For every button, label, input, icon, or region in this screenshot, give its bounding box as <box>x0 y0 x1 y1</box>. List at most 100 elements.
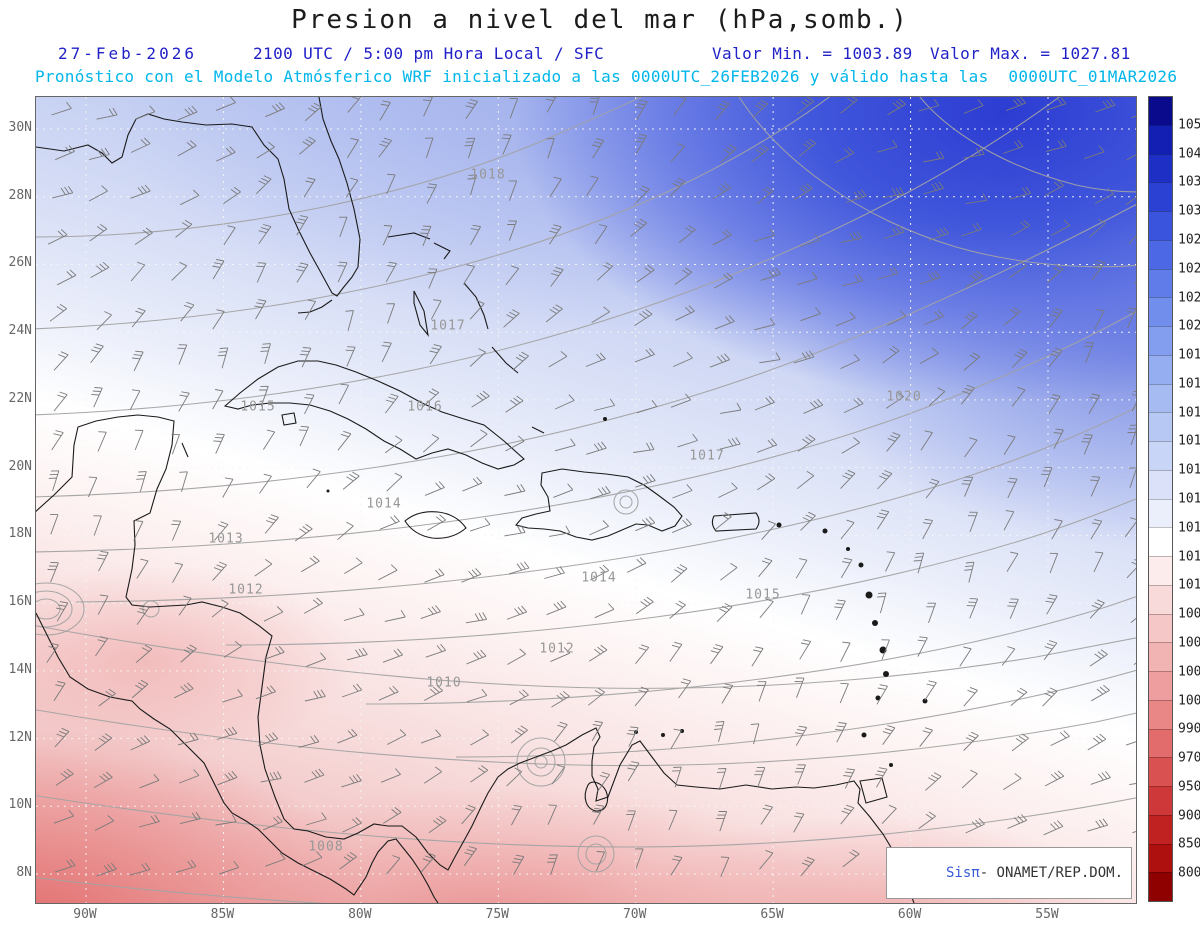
wind-barb <box>754 396 775 411</box>
forecast-datetime-line: 27-Feb-2026 2100 UTC / 5:00 pm Hora Loca… <box>0 44 1200 64</box>
lon-tick-label: 65W <box>760 907 784 922</box>
wind-barb <box>180 644 197 663</box>
wind-barb <box>922 518 933 540</box>
wind-barb <box>876 509 890 530</box>
wind-barb <box>262 815 283 831</box>
wind-barb <box>964 437 978 458</box>
wind-barb <box>505 395 524 413</box>
wind-barb <box>754 317 776 331</box>
wind-barb <box>90 343 104 364</box>
wind-barb <box>670 728 682 750</box>
colorbar-level-label: 800 <box>1178 865 1200 881</box>
wind-barb <box>709 353 731 368</box>
colorbar-labels: 1050 1040 1035 1030 1028 1025 1022 1020 1019 1018… <box>1178 96 1200 902</box>
wind-barb <box>1007 598 1019 619</box>
wind-barb <box>139 774 160 789</box>
colorbar-level-label: 850 <box>1178 836 1200 852</box>
wind-barb <box>470 224 481 246</box>
wind-barb <box>172 562 184 583</box>
wind-barb <box>876 684 888 705</box>
wind-barb <box>134 429 144 451</box>
wind-barb <box>549 224 562 245</box>
wind-barb <box>1049 307 1063 328</box>
wind-barb <box>215 97 236 111</box>
wind-barb <box>422 388 440 407</box>
lat-tick-label: 30N <box>8 120 32 135</box>
wind-barb <box>51 430 64 451</box>
wind-barb <box>338 383 350 405</box>
wind-barb <box>178 595 192 616</box>
wind-barb <box>759 849 774 870</box>
wind-barb <box>1048 394 1061 415</box>
isobar-label: 1016 <box>407 399 443 415</box>
wind-barb <box>130 184 151 199</box>
wind-barb <box>299 425 310 447</box>
colorbar-level-label: 950 <box>1178 779 1200 795</box>
wind-barb <box>136 558 149 579</box>
wind-barb <box>634 185 650 205</box>
wind-barb <box>669 641 683 662</box>
wind-barb <box>424 481 445 496</box>
wind-barb <box>835 147 855 164</box>
forecast-date: 27-Feb-2026 <box>58 44 197 63</box>
colorbar-level-label: 1020 <box>1178 318 1200 334</box>
wind-barb <box>301 555 320 573</box>
wind-barb <box>759 352 781 364</box>
wind-barb <box>48 229 68 245</box>
wind-barb <box>88 147 110 161</box>
wind-barb <box>630 218 648 237</box>
wind-barb <box>963 686 978 707</box>
wind-barb <box>754 228 776 242</box>
wind-barb <box>51 101 72 116</box>
wind-barb <box>428 815 447 834</box>
wind-barb <box>546 854 558 875</box>
wind-barb <box>800 307 821 322</box>
wind-barb <box>135 105 156 120</box>
wind-barb <box>505 265 520 286</box>
wind-barb <box>1003 773 1022 790</box>
wind-barb <box>877 470 893 490</box>
wind-barb <box>381 341 392 363</box>
colorbar-cell <box>1149 642 1172 671</box>
wind-barb <box>257 732 279 747</box>
wind-barb <box>93 515 102 536</box>
wind-barb <box>470 765 489 783</box>
isobar-label: 1012 <box>539 641 575 657</box>
wind-barb <box>53 809 75 824</box>
wind-barb <box>840 97 858 114</box>
colorbar-level-label: 990 <box>1178 721 1200 737</box>
wind-barb <box>752 99 769 119</box>
colorbar-level-label: 1018 <box>1178 376 1200 392</box>
wind-barb <box>716 810 728 832</box>
wind-barb <box>635 596 654 615</box>
wind-barb <box>594 398 616 411</box>
wind-barb <box>461 568 482 583</box>
isobar-label: 1013 <box>208 531 244 547</box>
wind-barb <box>53 351 69 371</box>
wind-barb <box>177 105 198 121</box>
colorbar-level-label: 1030 <box>1178 203 1200 219</box>
isobar-label: 1010 <box>426 675 462 691</box>
wind-barb <box>341 774 362 788</box>
wind-barb <box>720 562 738 581</box>
wind-barb <box>966 598 979 619</box>
wind-barb <box>919 347 939 364</box>
wind-barb <box>299 136 316 155</box>
wind-barb <box>424 568 445 583</box>
wind-barb <box>1043 640 1058 660</box>
wind-barb <box>382 648 403 663</box>
wind-barb <box>546 600 567 616</box>
wind-barb <box>382 807 402 824</box>
wind-barb <box>1095 98 1116 113</box>
wind-barb <box>1011 386 1026 407</box>
wind-barb <box>175 859 197 873</box>
wind-barb <box>304 768 325 783</box>
wind-barb <box>467 174 477 196</box>
wind-barb <box>835 311 856 327</box>
wind-barb <box>427 268 438 289</box>
wind-barb <box>721 683 734 704</box>
wind-barb <box>757 473 776 491</box>
colorbar-cell <box>1149 757 1172 786</box>
wind-barb <box>720 144 737 163</box>
wind-barb <box>255 685 276 700</box>
